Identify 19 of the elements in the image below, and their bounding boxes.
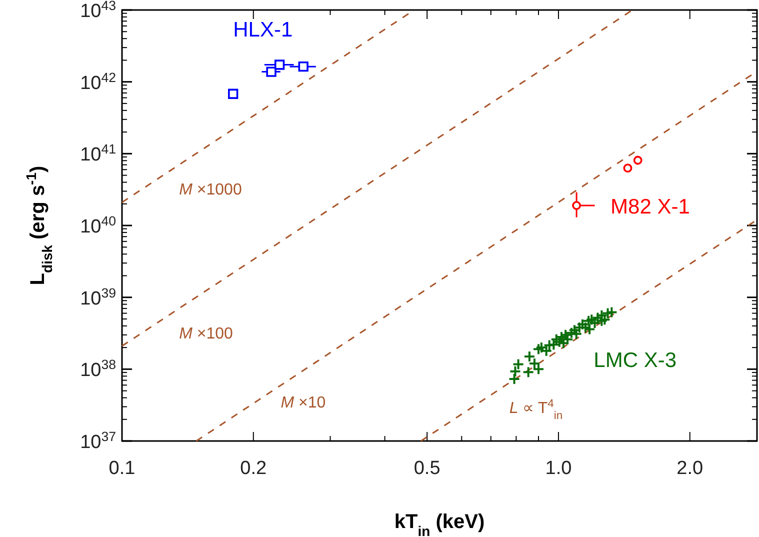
x-tick-label: 2.0 [676, 458, 704, 479]
x-tick-label: 0.2 [240, 458, 267, 479]
y-tick-label: 10$^{43}$ [80, 0, 116, 22]
series-label: LMC X-3 [594, 348, 677, 372]
x-tick-label: 1.0 [545, 458, 572, 479]
series-label: HLX-1 [233, 18, 293, 42]
x-axis-title: kT$_{in}$ (keV) [394, 511, 485, 537]
y-tick-label: 10$^{40}$ [80, 213, 116, 238]
x-tick-label: 0.1 [108, 458, 136, 479]
x-tick-label: 0.5 [414, 458, 440, 479]
y-tick-label: 10$^{42}$ [80, 69, 116, 94]
series-label: M ×1000 [179, 182, 242, 199]
series-label: M ×100 [179, 325, 234, 342]
series-label: M82 X-1 [610, 195, 690, 218]
y-tick-label: 10$^{39}$ [80, 284, 116, 310]
y-tick-label: 10$^{41}$ [80, 141, 116, 166]
y-tick-label: 10$^{38}$ [80, 356, 116, 382]
series-label: M ×10 [280, 394, 326, 412]
y-tick-label: 10$^{37}$ [80, 428, 116, 453]
